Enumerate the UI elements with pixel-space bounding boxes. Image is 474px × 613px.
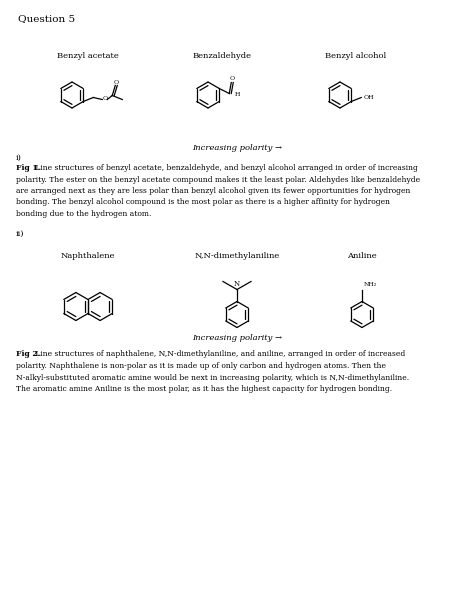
Text: Aniline: Aniline	[347, 251, 377, 259]
Text: Fig 2.: Fig 2.	[16, 351, 40, 359]
Text: NH₂: NH₂	[364, 283, 377, 287]
Text: Fig 1.: Fig 1.	[16, 164, 40, 172]
Text: Line structures of naphthalene, N,N-dimethylaniline, and aniline, arranged in or: Line structures of naphthalene, N,N-dime…	[33, 351, 405, 359]
Text: O: O	[103, 96, 108, 101]
Text: Naphthalene: Naphthalene	[61, 251, 115, 259]
Text: The aromatic amine Aniline is the most polar, as it has the highest capacity for: The aromatic amine Aniline is the most p…	[16, 385, 392, 393]
Text: bonding due to the hydrogen atom.: bonding due to the hydrogen atom.	[16, 210, 151, 218]
Text: OH: OH	[363, 95, 374, 100]
Text: O: O	[114, 80, 119, 85]
Text: N,N-dimethylaniline: N,N-dimethylaniline	[194, 251, 280, 259]
Text: Benzyl alcohol: Benzyl alcohol	[325, 52, 387, 60]
Text: are arranged next as they are less polar than benzyl alcohol given its fewer opp: are arranged next as they are less polar…	[16, 187, 410, 195]
Text: polarity. Naphthalene is non-polar as it is made up of only carbon and hydrogen : polarity. Naphthalene is non-polar as it…	[16, 362, 386, 370]
Text: N: N	[234, 281, 240, 289]
Text: H: H	[234, 92, 240, 97]
Text: Line structures of benzyl acetate, benzaldehyde, and benzyl alcohol arranged in : Line structures of benzyl acetate, benza…	[33, 164, 418, 172]
Text: Benzaldehyde: Benzaldehyde	[192, 52, 252, 60]
Text: Increasing polarity →: Increasing polarity →	[192, 335, 282, 343]
Text: bonding. The benzyl alcohol compound is the most polar as there is a higher affi: bonding. The benzyl alcohol compound is …	[16, 199, 390, 207]
Text: ii): ii)	[16, 229, 25, 237]
Text: Question 5: Question 5	[18, 14, 75, 23]
Text: Increasing polarity →: Increasing polarity →	[192, 144, 282, 152]
Text: i): i)	[16, 154, 22, 162]
Text: O: O	[230, 77, 235, 82]
Text: N-alkyl-substituted aromatic amine would be next in increasing polarity, which i: N-alkyl-substituted aromatic amine would…	[16, 373, 409, 381]
Text: polarity. The ester on the benzyl acetate compound makes it the least polar. Ald: polarity. The ester on the benzyl acetat…	[16, 175, 420, 183]
Text: Benzyl acetate: Benzyl acetate	[57, 52, 119, 60]
